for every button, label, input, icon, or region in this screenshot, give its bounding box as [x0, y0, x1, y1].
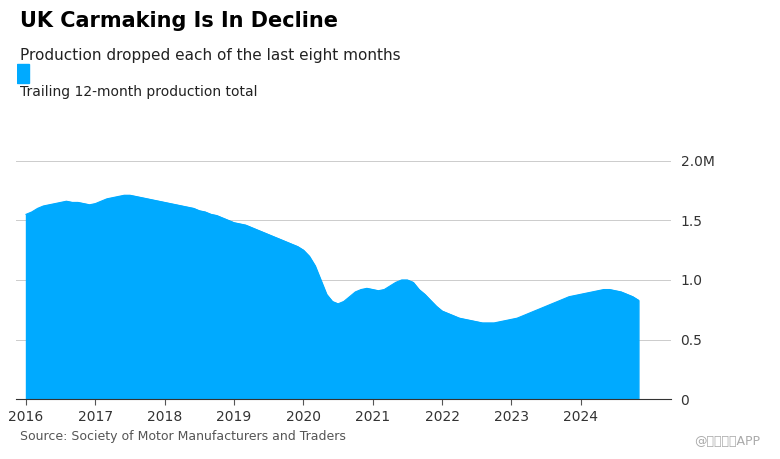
Text: UK Carmaking Is In Decline: UK Carmaking Is In Decline	[20, 11, 338, 32]
Text: @智通财经APP: @智通财经APP	[694, 435, 760, 448]
Text: Source: Society of Motor Manufacturers and Traders: Source: Society of Motor Manufacturers a…	[20, 430, 346, 443]
Text: Production dropped each of the last eight months: Production dropped each of the last eigh…	[20, 48, 400, 63]
Text: Trailing 12-month production total: Trailing 12-month production total	[20, 85, 257, 99]
Bar	[17, 64, 29, 84]
